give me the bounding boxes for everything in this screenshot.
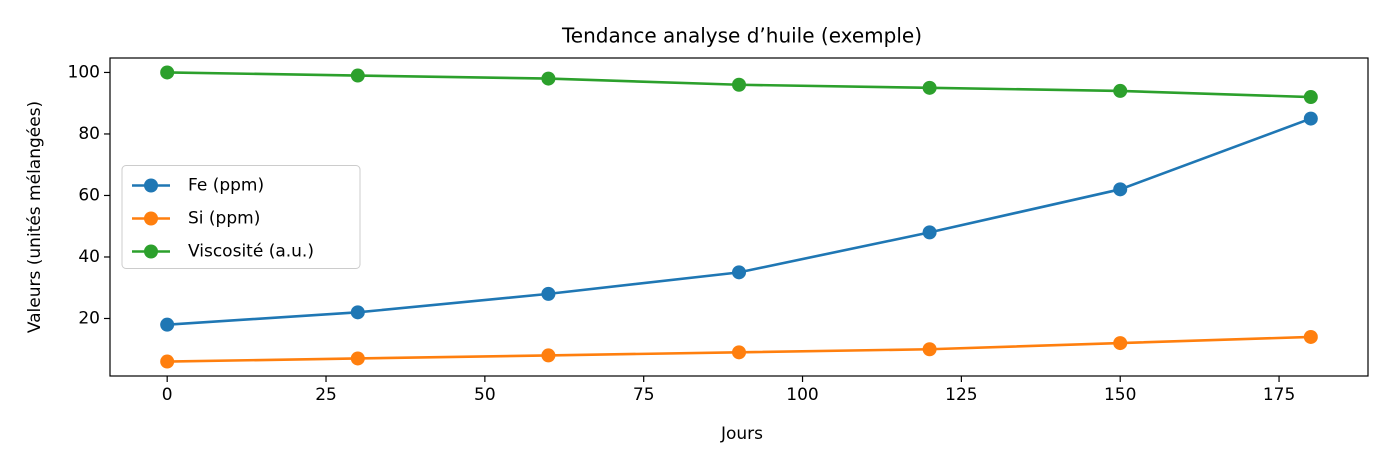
marker bbox=[1113, 182, 1128, 197]
marker bbox=[541, 348, 556, 363]
axes-frame bbox=[109, 57, 1369, 377]
marker bbox=[922, 225, 937, 240]
marker bbox=[1303, 329, 1318, 344]
legend-label: Fe (ppm) bbox=[188, 176, 264, 196]
y-tick-label: 100 bbox=[68, 62, 100, 82]
marker bbox=[350, 305, 365, 320]
x-tick-label: 175 bbox=[1263, 385, 1295, 405]
marker bbox=[160, 65, 175, 80]
x-tick-label: 100 bbox=[786, 385, 818, 405]
x-axis-label: Jours bbox=[720, 424, 763, 444]
legend-marker bbox=[144, 211, 158, 226]
x-tick-label: 125 bbox=[945, 385, 977, 405]
x-tick-label: 50 bbox=[474, 385, 496, 405]
marker bbox=[1113, 83, 1128, 98]
marker bbox=[160, 317, 175, 332]
chart-title: Tendance analyse d’huile (exemple) bbox=[561, 24, 922, 48]
legend-box bbox=[121, 165, 361, 269]
marker bbox=[1303, 90, 1318, 105]
marker bbox=[732, 77, 746, 92]
legend-label: Si (ppm) bbox=[188, 209, 260, 229]
marker bbox=[732, 345, 746, 360]
marker bbox=[541, 286, 556, 301]
marker bbox=[541, 71, 556, 86]
legend-marker bbox=[144, 178, 158, 193]
marker bbox=[350, 68, 365, 83]
y-tick-label: 20 bbox=[78, 308, 100, 328]
x-tick-label: 75 bbox=[633, 385, 655, 405]
y-tick-label: 60 bbox=[78, 185, 100, 205]
y-tick-label: 80 bbox=[78, 124, 100, 144]
x-tick-label: 25 bbox=[315, 385, 337, 405]
marker bbox=[922, 342, 937, 357]
y-tick-label: 40 bbox=[78, 247, 100, 267]
marker bbox=[350, 351, 365, 366]
x-tick-label: 150 bbox=[1104, 385, 1136, 405]
x-tick-label: 0 bbox=[162, 385, 173, 405]
marker bbox=[732, 265, 746, 280]
marker bbox=[160, 354, 175, 369]
marker bbox=[1303, 111, 1318, 126]
marker bbox=[1113, 336, 1128, 351]
legend-marker bbox=[144, 244, 158, 259]
y-axis-label: Valeurs (unités mélangées) bbox=[25, 101, 45, 333]
legend-label: Viscosité (a.u.) bbox=[188, 242, 314, 262]
marker bbox=[922, 80, 937, 95]
